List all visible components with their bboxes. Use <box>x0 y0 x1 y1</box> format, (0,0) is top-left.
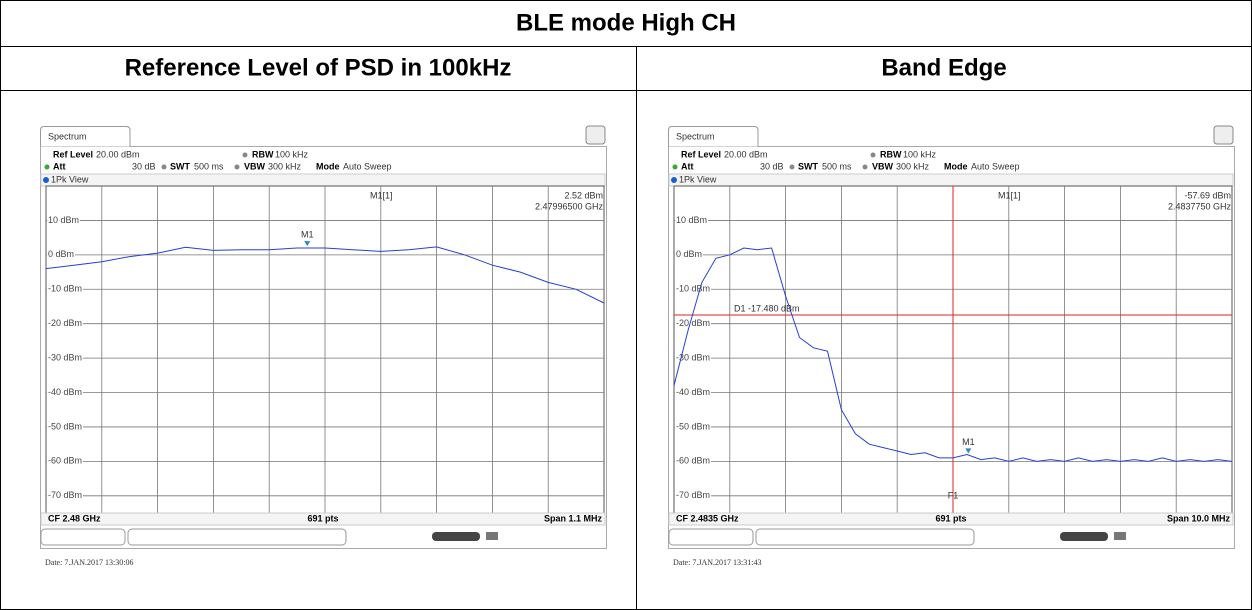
menu-icon <box>1213 125 1234 145</box>
y-tick-label: -30 dBm <box>48 352 82 362</box>
date: Date: 7.JAN.2017 13:30:06 <box>45 558 133 567</box>
trace <box>45 246 605 304</box>
marker-frequency: 2.4837750 GHz <box>1168 201 1232 211</box>
setting-value: Auto Sweep <box>971 161 1020 171</box>
y-tick-label: -20 dBm <box>676 318 710 328</box>
view-label: 1Pk View <box>679 174 717 184</box>
setting-value: Auto Sweep <box>343 161 392 171</box>
setting-label: VBW <box>244 161 266 171</box>
setting-label: Att <box>53 161 66 171</box>
view-label: 1Pk View <box>51 174 89 184</box>
setting-label: SWT <box>798 161 818 171</box>
menu-icon <box>585 125 606 145</box>
status-icon <box>1114 532 1126 540</box>
y-tick-label: -70 dBm <box>48 490 82 500</box>
title: BLE mode High CH <box>516 9 736 36</box>
view-strip <box>668 173 1234 187</box>
footer-strip <box>40 512 606 526</box>
frequency-line-label: F1 <box>948 490 959 500</box>
y-tick-label: -70 dBm <box>676 490 710 500</box>
heading: Reference Level of PSD in 100kHz <box>125 54 512 81</box>
indicator <box>161 164 167 170</box>
status-box <box>127 528 347 546</box>
heading: Band Edge <box>881 54 1006 81</box>
marker-readout: M1[1] <box>370 190 393 200</box>
center-frequency: CF 2.48 GHz <box>48 513 101 523</box>
indicator <box>234 164 240 170</box>
view-dot <box>671 177 677 183</box>
y-tick-label: 10 dBm <box>676 215 707 225</box>
setting-value: 20.00 dBm <box>96 149 140 159</box>
tab <box>668 126 759 147</box>
setting-value: 500 ms <box>194 161 224 171</box>
indicator <box>789 164 795 170</box>
y-tick-label: -10 dBm <box>48 284 82 294</box>
indicator <box>870 152 876 158</box>
setting-label: VBW <box>872 161 894 171</box>
setting-value: 30 dB <box>760 161 784 171</box>
marker-level: -57.69 dBm <box>1184 190 1231 200</box>
setting-value: 20.00 dBm <box>724 149 768 159</box>
indicator <box>44 164 50 170</box>
setting-label: Ref Level <box>53 149 93 159</box>
tab <box>40 126 131 147</box>
setting-value: 300 kHz <box>268 161 302 171</box>
display-line-label: D1 -17.480 dBm <box>734 303 800 313</box>
status-box <box>755 528 975 546</box>
status-icon <box>486 532 498 540</box>
setting-value: 300 kHz <box>896 161 930 171</box>
marker <box>965 448 972 454</box>
setting-label: Ref Level <box>681 149 721 159</box>
marker-readout: M1[1] <box>998 190 1021 200</box>
marker <box>304 241 311 247</box>
y-tick-label: -10 dBm <box>676 284 710 294</box>
setting-label: SWT <box>170 161 190 171</box>
indicator <box>862 164 868 170</box>
y-tick-label: -60 dBm <box>48 456 82 466</box>
span: Span 10.0 MHz <box>1167 513 1231 523</box>
indicator <box>672 164 678 170</box>
points: 691 pts <box>935 513 966 523</box>
points: 691 pts <box>307 513 338 523</box>
y-tick-label: -20 dBm <box>48 318 82 328</box>
view-strip <box>40 173 606 187</box>
footer-strip <box>668 512 1234 526</box>
status-box <box>668 528 754 546</box>
setting-label: RBW <box>252 149 274 159</box>
y-tick-label: 0 dBm <box>48 249 74 259</box>
marker-level: 2.52 dBm <box>564 190 603 200</box>
y-tick-label: -50 dBm <box>48 421 82 431</box>
y-tick-label: -50 dBm <box>676 421 710 431</box>
trace <box>673 247 1233 462</box>
marker-frequency: 2.47996500 GHz <box>535 201 604 211</box>
indicator <box>242 152 248 158</box>
marker-label: M1 <box>962 437 975 447</box>
span: Span 1.1 MHz <box>544 513 603 523</box>
status-pill <box>432 532 480 541</box>
status-box <box>40 528 126 546</box>
y-tick-label: 0 dBm <box>676 249 702 259</box>
setting-label: Mode <box>944 161 968 171</box>
status-pill <box>1060 532 1108 541</box>
y-tick-label: 10 dBm <box>48 215 79 225</box>
tab-label: Spectrum <box>48 131 87 141</box>
setting-value: 100 kHz <box>275 149 309 159</box>
setting-value: 100 kHz <box>903 149 937 159</box>
y-tick-label: -30 dBm <box>676 352 710 362</box>
center-frequency: CF 2.4835 GHz <box>676 513 739 523</box>
view-dot <box>43 177 49 183</box>
setting-label: Mode <box>316 161 340 171</box>
y-tick-label: -60 dBm <box>676 456 710 466</box>
setting-value: 30 dB <box>132 161 156 171</box>
date: Date: 7.JAN.2017 13:31:43 <box>673 558 761 567</box>
setting-label: RBW <box>880 149 902 159</box>
y-tick-label: -40 dBm <box>676 387 710 397</box>
setting-value: 500 ms <box>822 161 852 171</box>
marker-label: M1 <box>301 230 314 240</box>
tab-label: Spectrum <box>676 131 715 141</box>
y-tick-label: -40 dBm <box>48 387 82 397</box>
setting-label: Att <box>681 161 694 171</box>
